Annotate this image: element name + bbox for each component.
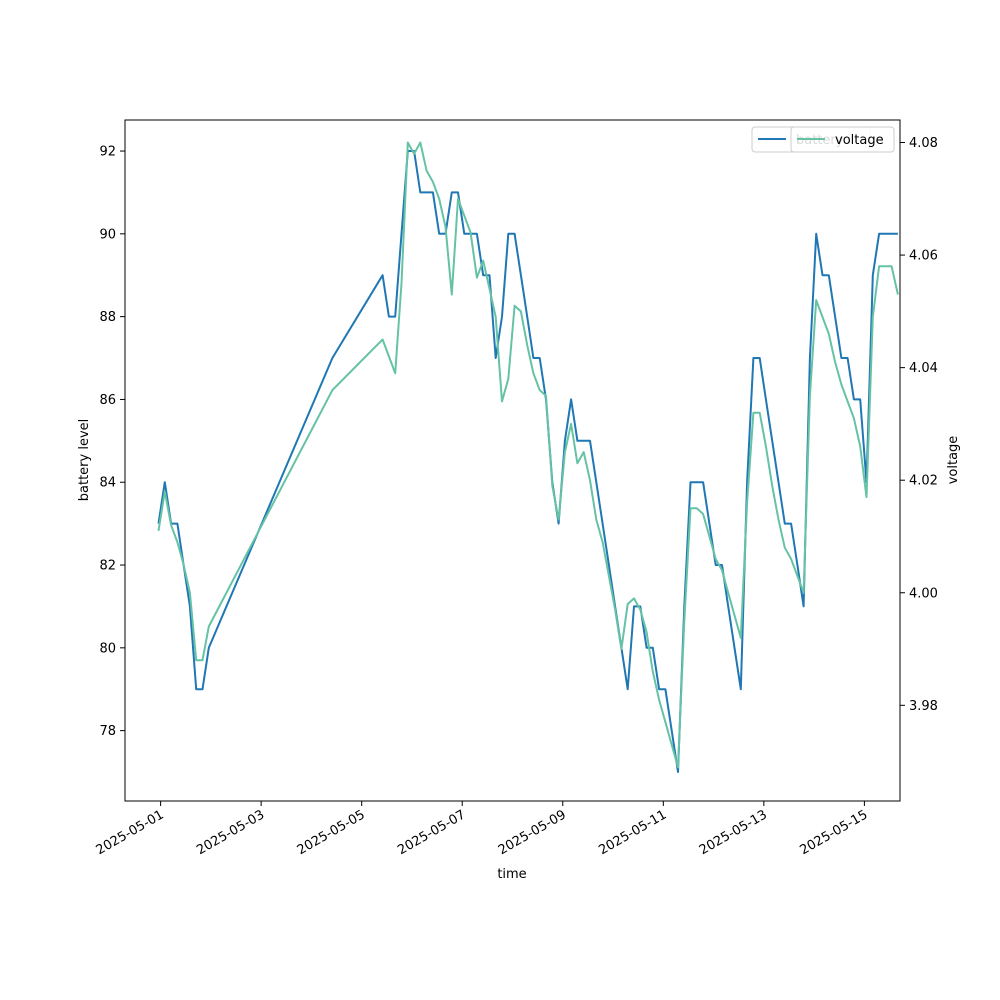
y-right-tick-label: 4.00 xyxy=(909,586,938,601)
x-axis-title: time xyxy=(497,867,526,882)
x-tick-label: 2025-05-01 xyxy=(94,807,167,858)
x-tick-label: 2025-05-13 xyxy=(697,807,770,858)
y-axis-right-title: voltage xyxy=(946,436,961,485)
series-layer xyxy=(157,141,899,773)
x-tick-label: 2025-05-03 xyxy=(194,807,267,858)
y-right-tick-label: 3.98 xyxy=(909,699,938,714)
plot-frame xyxy=(124,119,901,802)
x-tick-label: 2025-05-15 xyxy=(797,807,870,858)
y-left-tick-label: 80 xyxy=(99,641,116,656)
x-tick-label: 2025-05-09 xyxy=(496,807,569,858)
y-right-tick-label: 4.04 xyxy=(909,361,938,376)
x-tick-label: 2025-05-07 xyxy=(395,807,468,858)
x-tick-label: 2025-05-05 xyxy=(295,807,368,858)
y-left-tick-label: 88 xyxy=(99,310,116,325)
y-left-tick-label: 86 xyxy=(99,393,116,408)
legend-voltage: voltage xyxy=(790,126,895,153)
y-right-tick-label: 4.08 xyxy=(909,136,938,151)
legend-voltage-frame xyxy=(790,126,895,153)
y-right-tick-label: 4.02 xyxy=(909,474,938,489)
y-axis-left: 78 80 82 84 86 88 90 92 xyxy=(99,145,125,739)
x-tick-label: 2025-05-11 xyxy=(596,807,669,858)
y-left-tick-label: 92 xyxy=(99,145,116,160)
y-right-tick-label: 4.06 xyxy=(909,249,938,264)
series-line-battery xyxy=(157,150,898,773)
series-line-voltage xyxy=(157,141,899,769)
y-left-tick-label: 82 xyxy=(99,559,116,574)
y-axis-right: 3.98 4.00 4.02 4.04 4.06 4.08 xyxy=(900,136,938,714)
y-left-tick-label: 78 xyxy=(99,724,116,739)
y-axis-left-title: battery level xyxy=(77,419,92,502)
legend-voltage-label: voltage xyxy=(835,133,884,148)
x-axis: 2025-05-01 2025-05-03 2025-05-05 2025-05-07… xyxy=(94,801,870,858)
y-left-tick-label: 84 xyxy=(99,476,116,491)
y-left-tick-label: 90 xyxy=(99,227,116,242)
